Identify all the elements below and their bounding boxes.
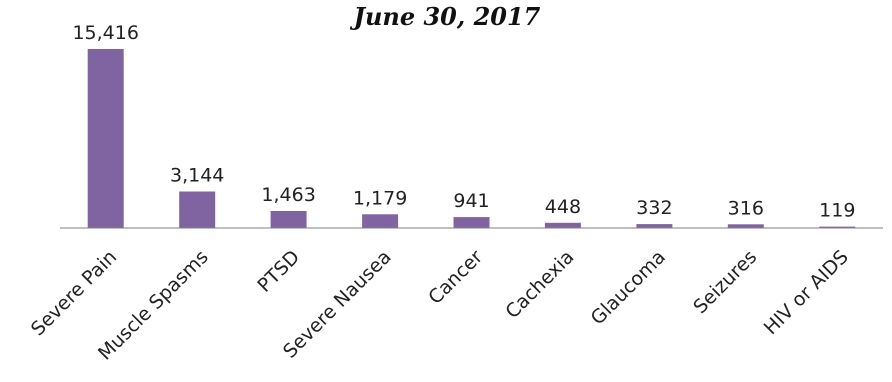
bar-6 <box>636 224 673 228</box>
bar-2 <box>270 211 307 228</box>
bar-3 <box>362 214 399 228</box>
bar-4 <box>453 217 490 228</box>
category-label-6: Glaucoma <box>587 246 670 329</box>
bar-8 <box>819 226 856 228</box>
bar-5 <box>544 222 581 228</box>
category-label-0: Severe Pain <box>27 246 121 340</box>
data-label-2: 1,463 <box>261 184 315 206</box>
data-label-6: 332 <box>636 197 672 219</box>
bar-7 <box>727 224 764 228</box>
category-label-8: HIV or AIDS <box>760 246 853 339</box>
bar-series <box>87 49 856 228</box>
bar-1 <box>179 191 216 228</box>
bar-0 <box>87 49 124 228</box>
category-label-4: Cancer <box>424 246 487 309</box>
chart-title: June 30, 2017 <box>350 2 541 31</box>
data-label-4: 941 <box>453 190 489 212</box>
category-label-5: Cachexia <box>501 246 578 323</box>
data-label-7: 316 <box>728 197 764 219</box>
data-label-1: 3,144 <box>170 165 224 187</box>
category-label-2: PTSD <box>253 246 304 297</box>
data-label-0: 15,416 <box>72 22 138 44</box>
data-label-5: 448 <box>545 196 581 218</box>
data-label-8: 119 <box>819 200 855 222</box>
category-label-7: Seizures <box>689 246 761 318</box>
data-labels: 15,416 3,144 1,463 1,179 941 448 332 316 119 <box>72 22 855 222</box>
data-label-3: 1,179 <box>353 187 407 209</box>
